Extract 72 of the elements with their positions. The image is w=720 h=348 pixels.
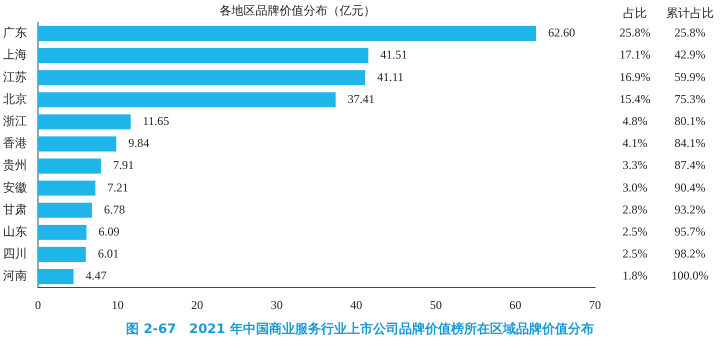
text: 1.8% xyxy=(622,268,648,283)
x-tick-label: 50 xyxy=(430,298,442,312)
x-tick-label: 0 xyxy=(35,298,41,312)
text: 100.0% xyxy=(672,268,708,283)
text: 98.2% xyxy=(674,246,706,261)
text: 3.3% xyxy=(622,158,648,172)
x-tick-label: 10 xyxy=(112,298,124,312)
bar xyxy=(38,202,92,218)
y-tick-label: 河南 xyxy=(3,268,27,283)
bar xyxy=(38,158,101,174)
bar xyxy=(38,269,74,284)
data-label: 41.51 xyxy=(380,48,408,62)
text: 16.9% xyxy=(620,70,650,84)
text: 3.0% xyxy=(622,180,648,194)
data-label: 4.47 xyxy=(86,268,107,283)
y-tick-label: 贵州 xyxy=(3,158,27,172)
text: 2.8% xyxy=(622,202,648,216)
bar xyxy=(38,48,368,64)
text: 25.8% xyxy=(674,26,706,40)
text: 17.1% xyxy=(620,48,650,62)
bar xyxy=(38,224,86,240)
x-tick-label: 70 xyxy=(589,298,601,312)
text: 80.1% xyxy=(674,114,706,128)
data-label: 6.09 xyxy=(98,224,120,239)
data-label: 41.11 xyxy=(377,70,404,84)
y-tick-label: 广东 xyxy=(3,26,27,40)
y-tick-label: 甘肃 xyxy=(3,202,27,216)
y-tick-label: 上海 xyxy=(3,48,27,62)
text: 2.5% xyxy=(622,224,648,239)
text: 25.8% xyxy=(620,26,650,40)
y-tick-label: 四川 xyxy=(3,246,27,261)
bar xyxy=(38,114,131,130)
text: 87.4% xyxy=(674,158,706,172)
bar xyxy=(38,92,336,108)
text: 42.9% xyxy=(674,48,706,62)
y-tick-label: 江苏 xyxy=(3,70,27,84)
bar xyxy=(38,26,536,41)
bar xyxy=(38,136,116,152)
x-tick-label: 30 xyxy=(270,298,283,312)
x-tick-label: 40 xyxy=(350,298,362,312)
data-label: 7.21 xyxy=(107,180,128,194)
data-label: 6.01 xyxy=(98,246,119,261)
text: 93.2% xyxy=(674,202,706,216)
text: 2.5% xyxy=(622,246,648,261)
data-label: 37.41 xyxy=(348,92,375,106)
data-label: 9.84 xyxy=(128,136,150,150)
text: 累计占比 xyxy=(666,6,714,20)
text: 59.9% xyxy=(674,70,706,84)
y-tick-label: 浙江 xyxy=(3,114,27,128)
caption: 图 2-67 2021 年中国商业服务行业上市公司品牌价值榜所在区域品牌价值分布 xyxy=(125,320,595,338)
bar xyxy=(38,180,96,196)
data-label: 6.78 xyxy=(104,202,125,216)
data-label: 7.91 xyxy=(112,158,134,172)
y-tick-label: 北京 xyxy=(3,92,27,106)
y-tick-label: 安徽 xyxy=(3,180,27,194)
text: 占比 xyxy=(623,6,647,20)
bar xyxy=(38,246,86,262)
data-label: 11.65 xyxy=(142,114,170,128)
text: 75.3% xyxy=(674,92,706,106)
bar xyxy=(38,70,366,86)
x-tick-label: 20 xyxy=(191,298,204,312)
y-tick-label: 香港 xyxy=(3,136,27,150)
text: 4.1% xyxy=(622,136,648,150)
text: 90.4% xyxy=(674,180,706,194)
chart-title: 各地区品牌价值分布（亿元） xyxy=(220,3,376,18)
y-tick-label: 山东 xyxy=(3,224,27,239)
x-tick-label: 60 xyxy=(509,298,522,312)
text: 84.1% xyxy=(674,136,706,150)
data-label: 62.60 xyxy=(548,26,576,40)
text: 15.4% xyxy=(620,92,650,106)
text: 4.8% xyxy=(622,114,648,128)
text: 95.7% xyxy=(674,224,706,239)
